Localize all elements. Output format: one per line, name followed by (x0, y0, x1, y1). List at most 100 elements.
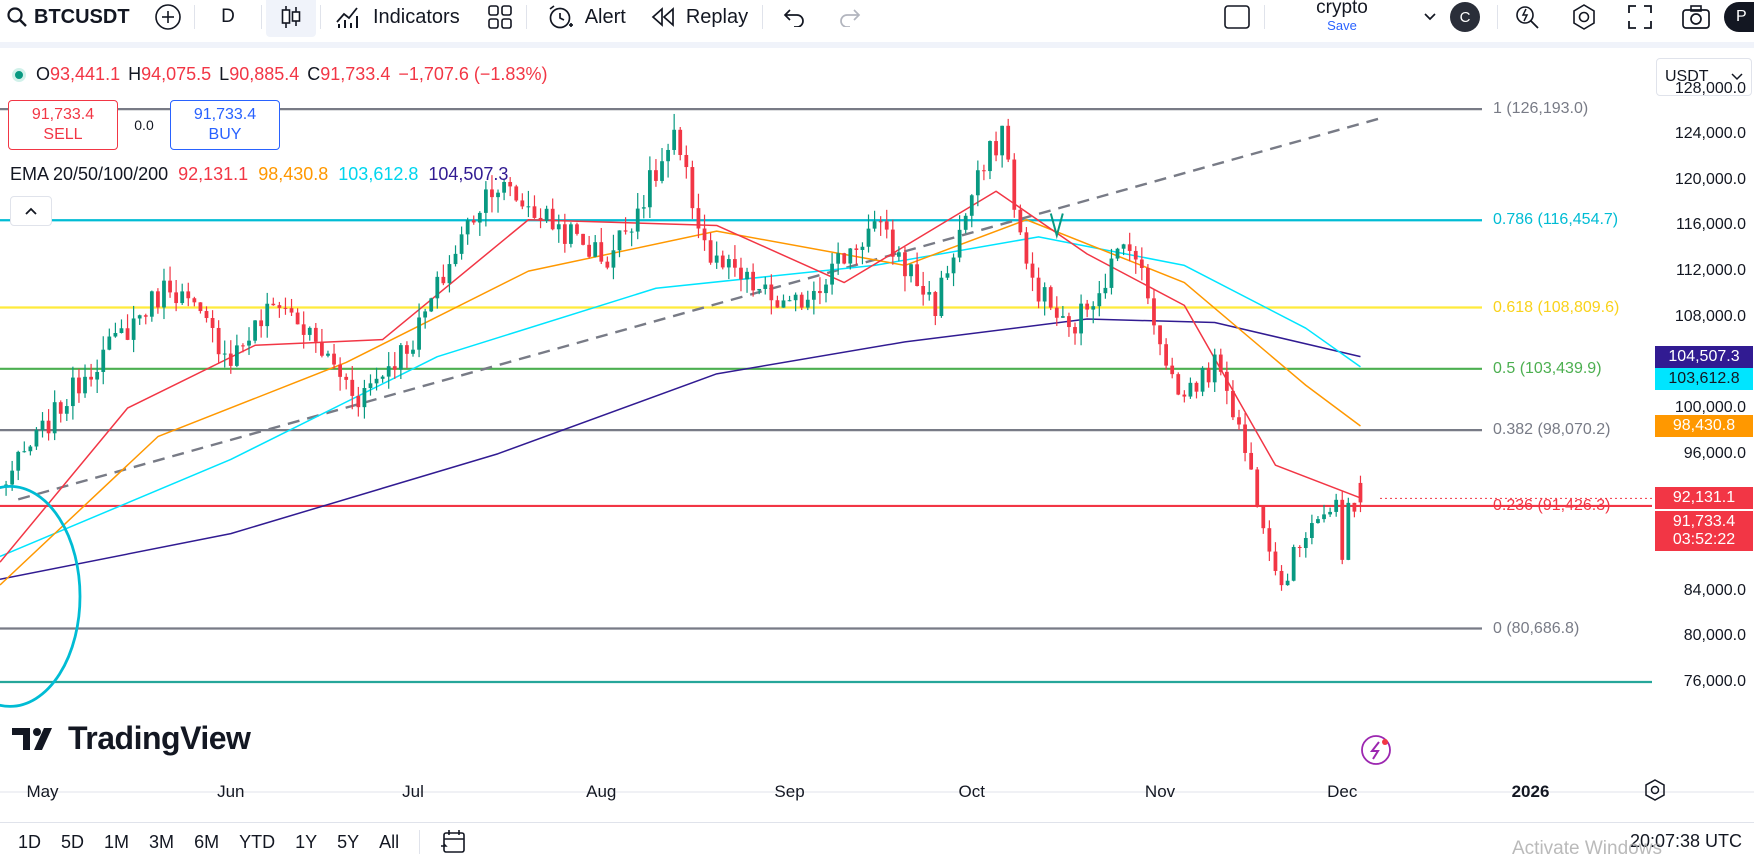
candle (1091, 301, 1096, 324)
windows-activation-watermark: Activate Windows (1512, 838, 1662, 859)
chart-pane[interactable]: O 93,441.1 H 94,075.5 L 90,885.4 C 91,733.4 … (0, 48, 1754, 861)
go-to-date-button[interactable] (430, 823, 478, 861)
collapse-legend-button[interactable] (10, 196, 52, 226)
candle (70, 366, 75, 420)
candle-body (581, 233, 585, 245)
candle (654, 159, 658, 187)
candle-body (429, 298, 434, 312)
candle (1067, 312, 1071, 337)
candle-body (702, 228, 707, 241)
settings-button[interactable] (1556, 0, 1612, 34)
scale-settings-button[interactable] (1643, 778, 1667, 802)
range-1m[interactable]: 1M (104, 831, 130, 852)
candle-body (915, 264, 919, 287)
range-1y[interactable]: 1Y (295, 831, 318, 852)
candle (550, 198, 555, 231)
candle-body (1139, 259, 1144, 269)
replay-button[interactable]: Replay (636, 0, 762, 34)
candle-body (672, 129, 677, 150)
candle (842, 252, 847, 265)
chart-canvas[interactable] (0, 48, 1754, 822)
alert-button[interactable]: Alert (527, 0, 636, 34)
range-1d[interactable]: 1D (18, 831, 42, 852)
candle-body (745, 271, 749, 280)
currency-select[interactable]: USDT (1656, 58, 1752, 96)
range-ytd[interactable]: YTD (239, 831, 276, 852)
candle (234, 334, 239, 368)
interval-button[interactable]: D (221, 6, 235, 27)
candle-body (192, 298, 197, 303)
candle-body (921, 286, 926, 295)
candle-body (556, 224, 561, 230)
candle (787, 295, 792, 302)
candle-body (1127, 244, 1132, 251)
redo-button[interactable] (825, 0, 875, 34)
compare-symbol-button[interactable] (142, 0, 194, 34)
templates-button[interactable] (474, 0, 526, 34)
layout-menu-button[interactable] (1419, 0, 1441, 34)
candle-body (241, 345, 245, 347)
fullscreen-button[interactable] (1612, 0, 1668, 34)
candle-body (1176, 374, 1181, 395)
candle (447, 255, 452, 293)
candle-body (848, 248, 853, 264)
toolbar-divider (525, 5, 527, 29)
indicators-button[interactable]: Indicators (321, 0, 474, 34)
candle-body (811, 291, 816, 300)
ellipse-drawing[interactable] (0, 485, 82, 708)
candle (1079, 294, 1083, 346)
candle (119, 319, 124, 334)
candle-body (1182, 394, 1187, 397)
candle (1322, 504, 1326, 523)
chart-type-button[interactable] (266, 0, 316, 37)
range-5y[interactable]: 5Y (337, 831, 360, 852)
buy-label: BUY (208, 126, 242, 143)
snapshot-button[interactable] (1668, 0, 1724, 34)
close-key: C (307, 64, 321, 84)
range-all[interactable]: All (379, 831, 400, 852)
range-3m[interactable]: 3M (149, 831, 175, 852)
candle-body (70, 377, 75, 407)
candle (1085, 299, 1090, 318)
ema-legend[interactable]: EMA 20/50/100/200 92,131.1 98,430.8 103,… (10, 164, 508, 185)
candle (811, 281, 816, 315)
square-icon (1223, 4, 1251, 30)
quick-search-button[interactable] (1498, 0, 1556, 34)
candle (216, 320, 221, 363)
candle-body (757, 288, 762, 291)
profile-button[interactable]: C (1441, 0, 1489, 34)
candle-body (1297, 546, 1302, 549)
candle (1012, 153, 1017, 218)
candle (441, 264, 446, 286)
undo-button[interactable] (763, 0, 825, 34)
candle (77, 368, 81, 403)
candle (95, 359, 100, 393)
save-layout-button[interactable]: crypto Save (1265, 0, 1419, 34)
range-6m[interactable]: 6M (194, 831, 220, 852)
candle (733, 245, 737, 277)
candle-body (951, 257, 956, 274)
candle-body (739, 267, 743, 280)
candle (1133, 246, 1138, 274)
candle-body (471, 220, 476, 223)
candle (836, 242, 841, 275)
trendline[interactable] (17, 115, 1386, 501)
candle-body (465, 220, 470, 235)
sell-button[interactable]: 91,733.4 SELL (8, 100, 118, 150)
utc-clock[interactable]: 20:07:38 UTC (1629, 831, 1742, 851)
chevron-down-icon (1423, 12, 1437, 22)
candle (16, 450, 21, 481)
candle (1115, 247, 1120, 262)
candle (1000, 125, 1005, 168)
candle (1139, 247, 1144, 281)
symbol-search-button[interactable]: BTCUSDT (0, 0, 142, 34)
tradingview-logo[interactable]: TradingView (12, 720, 251, 757)
range-5d[interactable]: 5D (61, 831, 85, 852)
candle-body (1170, 365, 1175, 375)
layout-select-button[interactable] (1210, 0, 1264, 34)
calendar-icon (440, 828, 468, 856)
buy-button[interactable]: 91,733.4 BUY (170, 100, 280, 150)
candle-body (1158, 325, 1162, 345)
fib-retracement[interactable] (0, 108, 1652, 684)
publish-button[interactable]: P (1724, 0, 1754, 34)
